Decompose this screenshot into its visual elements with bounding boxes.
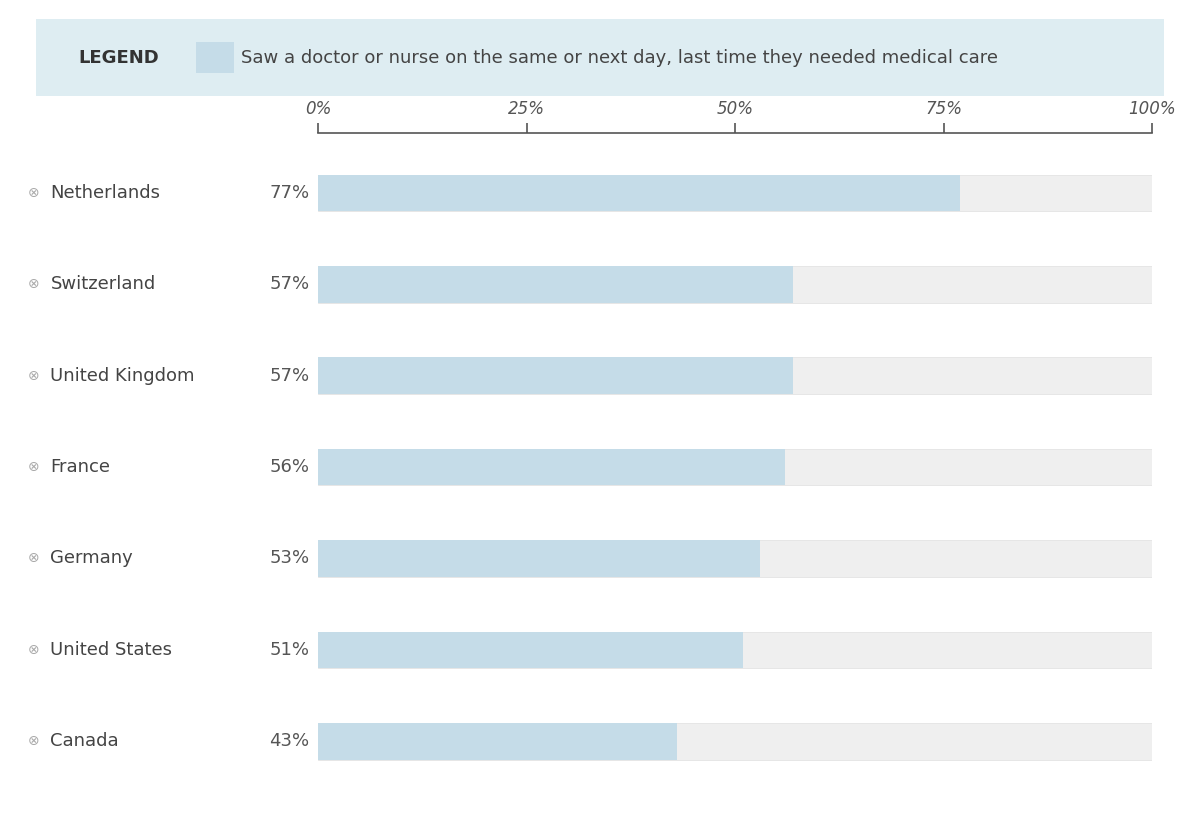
Text: 57%: 57% — [270, 367, 310, 384]
Text: Netherlands: Netherlands — [50, 183, 161, 202]
Text: ⊗: ⊗ — [28, 734, 40, 748]
Bar — [318, 449, 1152, 485]
Bar — [318, 540, 1152, 577]
Text: LEGEND: LEGEND — [78, 48, 158, 67]
Text: United Kingdom: United Kingdom — [50, 367, 194, 384]
Text: ⊗: ⊗ — [28, 643, 40, 657]
Text: 77%: 77% — [270, 183, 310, 202]
Bar — [318, 174, 960, 211]
Text: ⊗: ⊗ — [28, 186, 40, 200]
Bar — [318, 357, 793, 394]
Bar — [318, 357, 1152, 394]
Text: Germany: Germany — [50, 550, 133, 567]
Bar — [318, 631, 1152, 668]
Text: 53%: 53% — [270, 550, 310, 567]
Bar — [318, 540, 760, 577]
Text: ⊗: ⊗ — [28, 551, 40, 565]
Bar — [318, 723, 677, 760]
Bar — [318, 631, 743, 668]
Text: United States: United States — [50, 641, 173, 659]
Text: ⊗: ⊗ — [28, 277, 40, 291]
Text: Canada: Canada — [50, 732, 119, 751]
Bar — [318, 266, 1152, 303]
Bar — [318, 174, 1152, 211]
Text: 43%: 43% — [270, 732, 310, 751]
Bar — [318, 266, 793, 303]
Text: ⊗: ⊗ — [28, 460, 40, 474]
Text: Switzerland: Switzerland — [50, 275, 156, 294]
Bar — [318, 723, 1152, 760]
Text: 57%: 57% — [270, 275, 310, 294]
Text: ⊗: ⊗ — [28, 369, 40, 383]
Text: Saw a doctor or nurse on the same or next day, last time they needed medical car: Saw a doctor or nurse on the same or nex… — [241, 48, 998, 67]
Text: 51%: 51% — [270, 641, 310, 659]
Text: France: France — [50, 458, 110, 476]
Text: 56%: 56% — [270, 458, 310, 476]
Bar — [318, 449, 785, 485]
